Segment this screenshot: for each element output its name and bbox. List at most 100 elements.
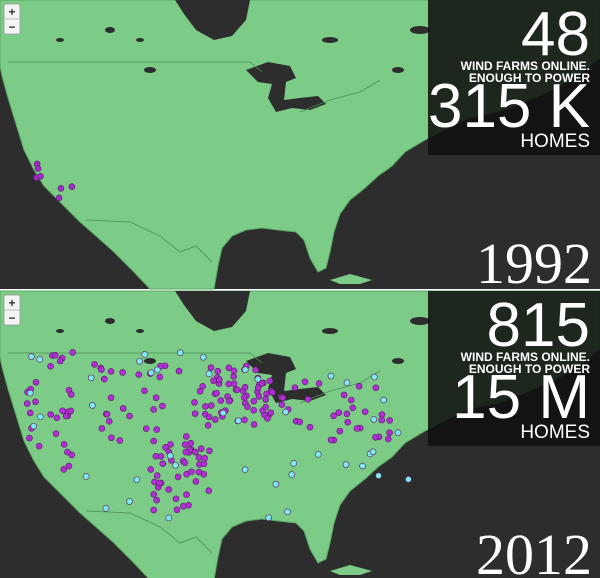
wind-farm-marker <box>272 480 280 488</box>
wind-farm-marker <box>191 410 199 417</box>
wind-farm-marker <box>150 406 157 413</box>
wind-farm-marker <box>284 508 291 516</box>
zoom-out-button[interactable]: − <box>8 311 15 325</box>
wind-farm-marker <box>195 454 203 461</box>
homes-count: 15 M <box>452 363 590 432</box>
wind-farm-marker <box>306 423 314 431</box>
wind-farm-marker <box>204 422 212 429</box>
homes-label: HOMES <box>520 422 590 443</box>
wind-farm-marker <box>210 377 217 385</box>
wind-farm-marker <box>156 479 163 487</box>
wind-farm-marker <box>205 413 213 421</box>
wind-farm-marker <box>135 371 143 378</box>
wind-farm-marker <box>215 376 223 383</box>
wind-farm-marker <box>142 425 150 432</box>
wind-farm-marker <box>98 425 106 432</box>
wind-farm-marker <box>173 506 181 514</box>
lake <box>105 27 115 33</box>
wind-farm-marker <box>304 396 312 403</box>
border-line <box>8 352 381 404</box>
wind-farm-marker <box>166 452 174 459</box>
wind-farm-marker <box>65 462 73 470</box>
wind-farm-marker <box>69 349 77 356</box>
lake <box>410 317 430 325</box>
wind-farm-marker <box>60 441 68 448</box>
wind-farm-marker <box>384 435 392 443</box>
wind-farm-marker <box>241 366 249 374</box>
wind-farm-marker <box>233 386 241 393</box>
wind-farm-marker <box>52 430 60 437</box>
wind-farm-marker <box>59 407 66 415</box>
wind-farm-marker <box>343 410 351 418</box>
wind-farm-marker <box>108 434 115 442</box>
wind-farm-marker <box>119 369 126 376</box>
wind-farm-marker <box>250 407 258 414</box>
wind-farm-marker <box>265 514 272 522</box>
wind-farm-marker <box>195 468 203 476</box>
wind-farm-marker <box>107 368 115 375</box>
wind-farm-marker <box>36 355 44 363</box>
wind-farm-marker <box>353 425 361 432</box>
wind-farm-marker <box>230 373 237 380</box>
wind-farm-marker <box>219 409 227 417</box>
border-line <box>85 219 213 263</box>
wind-farm-marker <box>47 411 54 418</box>
wind-farm-marker <box>53 414 61 422</box>
wind-farm-marker <box>105 418 113 425</box>
cuba <box>330 565 372 575</box>
wind-farm-marker <box>250 397 258 405</box>
wind-farm-marker <box>196 387 204 395</box>
wind-farm-marker <box>264 415 271 422</box>
wind-farm-marker <box>336 427 344 435</box>
wind-farm-marker <box>57 185 65 192</box>
wind-farm-marker <box>330 412 337 420</box>
wind-farm-marker <box>370 416 378 423</box>
lake <box>322 37 338 43</box>
baja <box>84 517 110 575</box>
zoom-out-button[interactable]: − <box>8 20 15 34</box>
wind-farm-marker <box>213 390 220 397</box>
wind-farm-marker <box>327 372 335 380</box>
wind-farm-marker <box>181 441 189 448</box>
wind-farm-marker <box>200 460 208 468</box>
zoom-in-button[interactable]: + <box>8 296 15 310</box>
wind-farm-marker <box>380 396 387 404</box>
wind-farm-marker <box>267 409 275 417</box>
wind-farm-marker <box>60 466 68 473</box>
baja <box>84 226 110 284</box>
wind-farm-marker <box>252 366 259 374</box>
wind-farm-marker <box>153 426 160 433</box>
wind-farm-marker <box>26 409 34 417</box>
wind-farm-marker <box>141 387 148 395</box>
wind-farm-marker <box>241 394 248 401</box>
border-line <box>85 510 213 554</box>
wind-farm-marker <box>262 396 269 403</box>
lake <box>144 67 156 73</box>
wind-farm-marker <box>279 394 287 402</box>
zoom-in-button[interactable]: + <box>8 5 15 19</box>
caption-line: WIND FARMS ONLINE. <box>461 350 590 364</box>
lake <box>392 358 404 364</box>
wind-farm-marker <box>202 403 209 410</box>
year-label: 2012 <box>476 522 592 578</box>
wind-farm-marker <box>369 448 377 456</box>
wind-farm-marker <box>136 357 143 365</box>
wind-farm-marker <box>335 409 343 416</box>
wind-farm-marker <box>230 367 238 375</box>
lake <box>410 26 430 34</box>
cuba <box>330 274 372 284</box>
wind-farm-marker <box>32 378 40 386</box>
wind-farm-marker <box>207 402 215 409</box>
wind-farm-marker <box>64 448 71 456</box>
wind-farm-marker <box>378 411 386 418</box>
wind-farm-marker <box>359 462 366 470</box>
wind-farm-marker <box>116 437 124 444</box>
wind-farm-marker <box>225 397 233 405</box>
wind-farm-marker <box>182 448 190 456</box>
wind-farm-marker <box>147 466 155 473</box>
wind-farm-marker <box>107 394 115 401</box>
hudson-bay <box>175 291 250 331</box>
wind-farm-marker <box>82 473 90 480</box>
